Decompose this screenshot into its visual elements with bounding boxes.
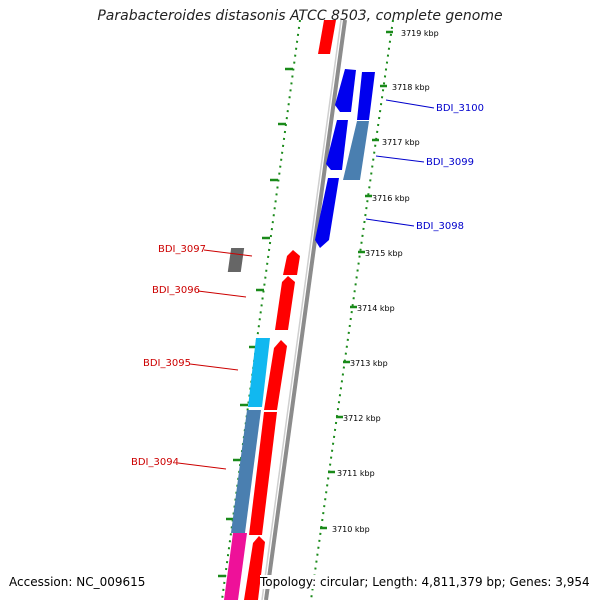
gene-bdi-3097-red	[283, 250, 300, 275]
scale-label-3714: 3714 kbp	[357, 304, 395, 313]
scale-label-3712: 3712 kbp	[343, 414, 381, 423]
reverse-strand-genes	[315, 20, 375, 248]
gene-bdi-3095-body	[248, 338, 270, 407]
inner-major-ticks	[218, 67, 293, 578]
gene-bdi-3100-body	[335, 69, 356, 112]
gene-bdi-3094-red	[249, 412, 277, 535]
scale-label-3715: 3715 kbp	[365, 249, 403, 258]
gene-label-bdi-3098[interactable]: BDI_3098	[416, 221, 464, 232]
gene-bdi-3099-tail	[343, 121, 369, 180]
scale-label-3711: 3711 kbp	[337, 469, 375, 478]
gene-bdi-3097-body	[227, 248, 245, 272]
scale-label-3713: 3713 kbp	[350, 359, 388, 368]
gene-label-bdi-3097[interactable]: BDI_3097	[158, 244, 206, 255]
genome-stats-text: Topology: circular; Length: 4,811,379 bp…	[260, 575, 590, 589]
gene-label-bdi-3099[interactable]: BDI_3099	[426, 157, 474, 168]
gene-label-bdi-3096[interactable]: BDI_3096	[152, 285, 200, 296]
gene-top-red	[318, 20, 336, 54]
scale-label-3717: 3717 kbp	[382, 138, 420, 147]
label-leaders	[177, 99, 435, 470]
gene-bdi-3096-body	[275, 276, 295, 330]
scale-label-3710: 3710 kbp	[332, 525, 370, 534]
scale-labels: 3719 kbp 3718 kbp 3717 kbp 3716 kbp 3715…	[332, 29, 439, 534]
gene-bdi-3099-body	[357, 72, 375, 120]
gene-bdi-3098-body	[315, 178, 339, 248]
forward-strand-genes	[224, 248, 300, 600]
gene-bdi-3100-tail	[326, 120, 348, 170]
map-title: Parabacteroides distasonis ATCC 8503, co…	[97, 8, 503, 24]
gene-label-bdi-3100[interactable]: BDI_3100	[436, 103, 484, 114]
gene-bdi-3094-body	[231, 410, 261, 533]
scale-label-3716: 3716 kbp	[372, 194, 410, 203]
scale-label-3719: 3719 kbp	[401, 29, 439, 38]
gene-bottom-red	[244, 536, 265, 600]
gene-labels: BDI_3100 BDI_3099 BDI_3098 BDI_3097 BDI_…	[131, 103, 484, 468]
scale-label-3718: 3718 kbp	[392, 83, 430, 92]
genome-backbone	[261, 19, 347, 600]
gene-bottom-magenta	[224, 533, 247, 600]
gene-bdi-3095-red	[264, 340, 287, 410]
gene-label-bdi-3095[interactable]: BDI_3095	[143, 358, 191, 369]
outer-major-ticks	[320, 30, 393, 530]
accession-text: Accession: NC_009615	[9, 575, 146, 589]
gene-label-bdi-3094[interactable]: BDI_3094	[131, 457, 179, 468]
